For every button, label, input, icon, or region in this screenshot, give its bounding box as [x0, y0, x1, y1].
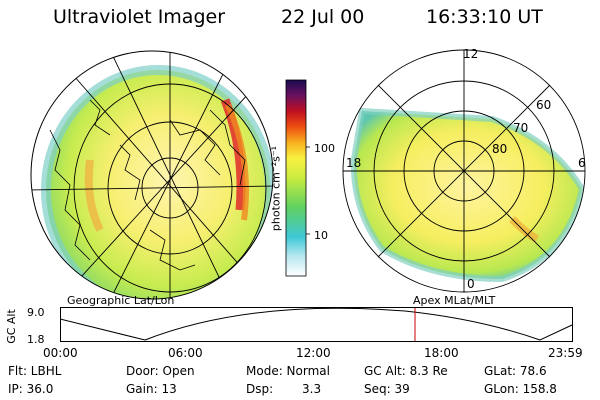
geographic-caption: Geographic Lat/Lon	[67, 294, 175, 307]
mlt-label-12: 12	[463, 47, 479, 61]
colorbar-tick-10: 10	[314, 229, 328, 242]
altitude-time-plot	[60, 307, 573, 342]
dsp-label: Dsp:	[246, 382, 274, 396]
altitude-ytick-bottom: 1.8	[27, 333, 45, 346]
altitude-ytick-top: 9.0	[27, 306, 45, 319]
xtick-1800: 18:00	[424, 346, 459, 360]
geographic-auroral-image	[30, 50, 274, 300]
gc-alt-info: GC Alt: 8.3 Re	[364, 364, 448, 378]
mlat-label-70: 70	[513, 121, 529, 135]
xtick-0600: 06:00	[168, 346, 203, 360]
apex-caption: Apex MLat/MLT	[413, 294, 496, 307]
mlat-label-60: 60	[536, 98, 552, 112]
colorbar-unit-label: photon cm⁻²s⁻¹	[269, 145, 283, 232]
image-time: 16:33:10 UT	[426, 6, 543, 28]
ip-info: IP: 36.0	[8, 382, 54, 396]
filter-info: Flt: LBHL	[8, 364, 62, 378]
mode-info: Mode: Normal	[246, 364, 330, 378]
glat-info: GLat: 78.6	[484, 364, 547, 378]
xtick-1200: 12:00	[296, 346, 331, 360]
app-title: Ultraviolet Imager	[53, 6, 226, 28]
altitude-ylabel: GC Alt	[4, 309, 18, 344]
xtick-2359: 23:59	[548, 346, 583, 360]
colorbar-tick-100: 100	[314, 142, 335, 155]
magnetic-polar-plot	[342, 49, 586, 293]
seq-info: Seq: 39	[364, 382, 410, 396]
mlat-label-80: 80	[492, 142, 508, 156]
door-info: Door: Open	[126, 364, 195, 378]
xtick-0000: 00:00	[43, 346, 78, 360]
glon-info: GLon: 158.8	[484, 382, 557, 396]
mlt-label-18: 18	[346, 156, 362, 170]
dsp-value: 3.3	[302, 382, 322, 396]
mlt-label-0: 0	[467, 277, 475, 291]
gain-info: Gain: 13	[126, 382, 177, 396]
intensity-colorbar	[285, 79, 310, 277]
image-date: 22 Jul 00	[281, 6, 365, 28]
mlt-label-6: 6	[578, 156, 586, 170]
